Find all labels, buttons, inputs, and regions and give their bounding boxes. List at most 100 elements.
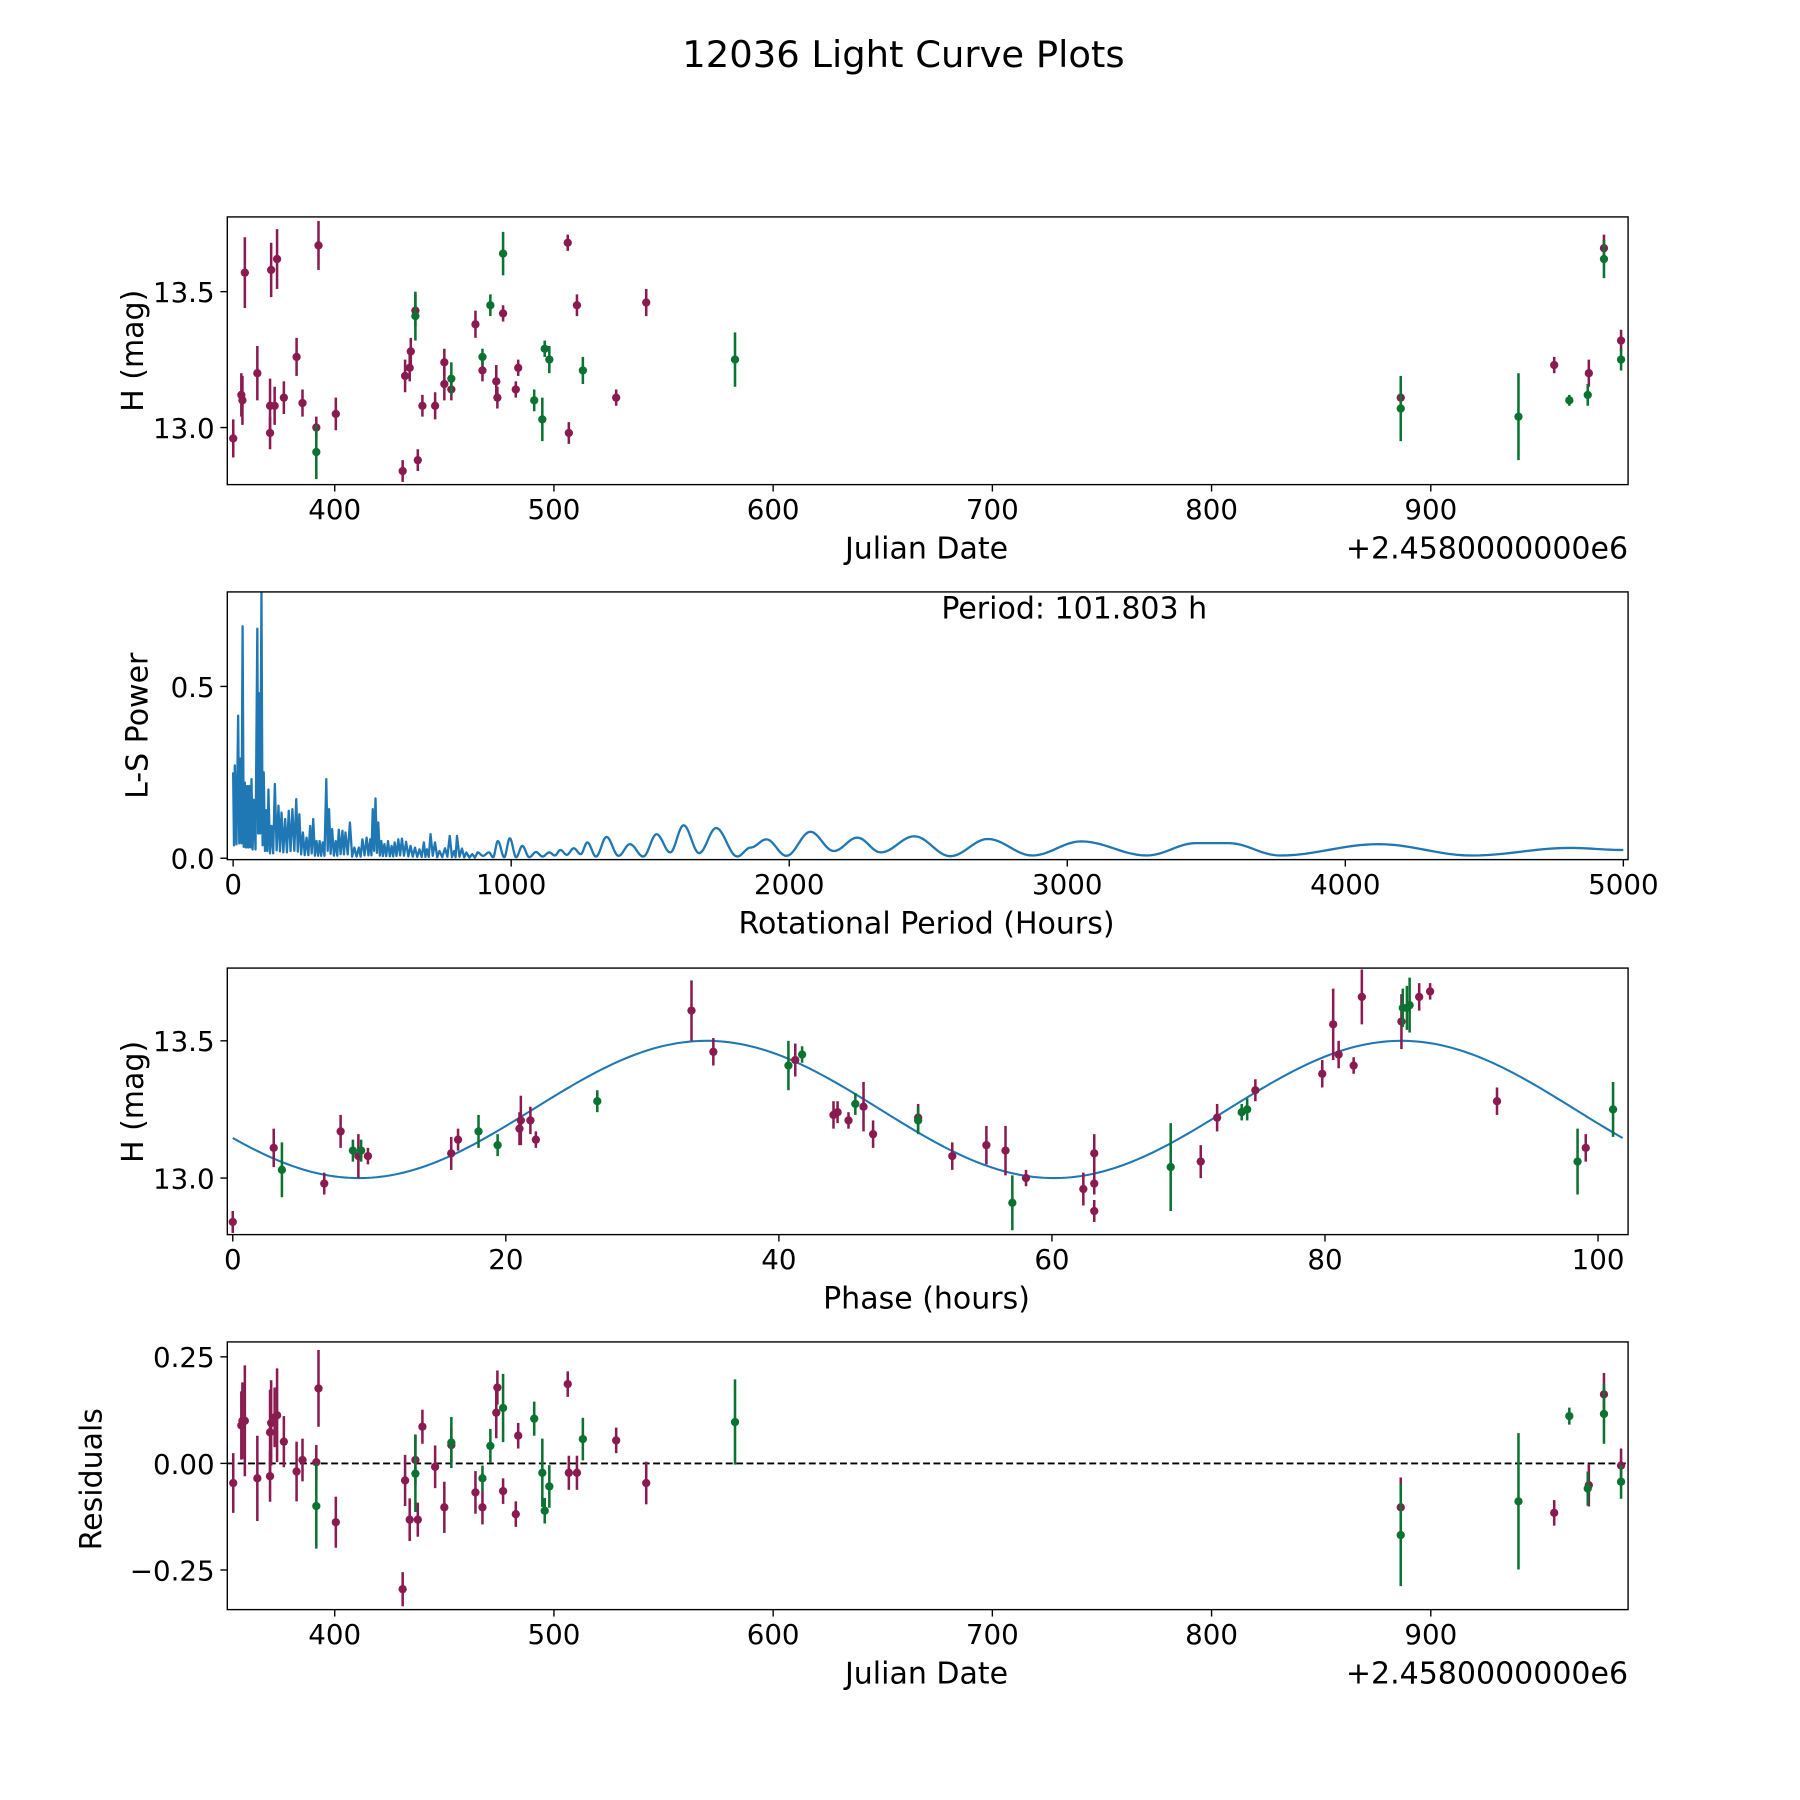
data-point	[1396, 1530, 1405, 1540]
data-point	[868, 1129, 878, 1139]
data-point	[363, 1151, 373, 1161]
data-point	[1405, 1000, 1414, 1010]
data-series-green	[312, 231, 1626, 480]
data-point	[1243, 1105, 1252, 1114]
data-point	[563, 1379, 572, 1389]
data-point	[312, 447, 321, 457]
data-point	[791, 1055, 800, 1065]
data-point	[279, 393, 289, 402]
panel2-xlabel: Rotational Period (Hours)	[738, 906, 1114, 941]
y-tick-label: 13.0	[153, 1162, 215, 1195]
data-point	[418, 401, 427, 410]
figure-title: 12036 Light Curve Plots	[682, 33, 1124, 76]
axes-frame	[226, 1341, 1629, 1611]
data-point	[269, 1143, 278, 1153]
data-point	[545, 1482, 554, 1491]
data-point	[356, 1146, 366, 1155]
lomb-scargle-periodogram-line	[231, 591, 1624, 859]
data-point	[292, 352, 301, 362]
data-point	[1514, 412, 1523, 421]
data-point	[298, 398, 307, 408]
data-point	[498, 1403, 508, 1413]
data-point	[253, 369, 262, 378]
data-point	[320, 1179, 329, 1188]
sinusoid-fit-curve	[232, 1039, 1624, 1180]
data-point	[642, 1478, 651, 1488]
panel1-xlabel: Julian Date	[843, 531, 1008, 566]
data-point	[413, 456, 422, 465]
data-point	[1573, 1157, 1582, 1166]
data-point	[1550, 1508, 1559, 1518]
data-point	[1599, 254, 1609, 264]
data-point	[418, 1422, 427, 1431]
data-point	[1090, 1206, 1099, 1216]
data-point	[1584, 369, 1593, 378]
x-tick-label: 100	[1572, 1243, 1625, 1276]
data-point	[486, 1441, 495, 1451]
data-point	[1251, 1086, 1260, 1095]
y-tick-label: 13.5	[153, 1025, 215, 1058]
data-point	[578, 366, 588, 375]
data-point	[440, 358, 449, 367]
data-point	[411, 311, 420, 321]
data-point	[474, 1127, 483, 1136]
x-tick-label: 3000	[1032, 868, 1102, 901]
panel3-xlabel: Phase (hours)	[823, 1281, 1030, 1316]
axes-frame	[226, 967, 1629, 1236]
x-tick-label: 500	[528, 1618, 581, 1651]
data-point	[478, 1503, 487, 1512]
data-point	[492, 377, 501, 386]
panel-4: 400 500 600 700 800 900 0.25 0.00 −0.25	[130, 1341, 1629, 1651]
data-point	[266, 265, 276, 275]
data-point	[1550, 360, 1559, 370]
data-point	[564, 428, 573, 438]
data-point	[336, 1127, 345, 1136]
data-point	[948, 1151, 957, 1161]
data-point	[1581, 1143, 1590, 1153]
y-tick-label: −0.25	[130, 1554, 215, 1587]
data-point	[1090, 1149, 1099, 1158]
y-tick-label: 13.0	[153, 412, 215, 445]
data-series-green	[312, 1373, 1626, 1587]
data-point	[272, 254, 282, 264]
data-point	[913, 1116, 923, 1125]
x-tick-label: 0	[224, 1243, 242, 1276]
y-tick-label: 0.0	[171, 843, 215, 876]
panel4-ylabel: Residuals	[75, 1408, 110, 1550]
data-point	[265, 1472, 275, 1481]
data-point	[493, 1383, 502, 1392]
axes-frame	[226, 591, 1629, 861]
data-point	[1616, 1477, 1626, 1486]
x-tick-label: 60	[1034, 1243, 1069, 1276]
data-point	[447, 374, 456, 383]
data-point	[1212, 1113, 1222, 1122]
data-point	[531, 1135, 541, 1144]
x-tick-label: 900	[1404, 1618, 1457, 1651]
data-point	[709, 1047, 718, 1056]
data-point	[398, 466, 407, 476]
data-point	[348, 1146, 358, 1155]
data-point	[228, 1217, 237, 1227]
data-point	[1415, 992, 1424, 1002]
data-point	[314, 241, 323, 250]
y-tick-label: 0.25	[153, 1341, 215, 1374]
data-point	[312, 1501, 321, 1511]
data-point	[730, 355, 740, 364]
data-point	[238, 396, 247, 405]
data-point	[511, 1509, 520, 1519]
data-point	[405, 1515, 414, 1524]
panel-data	[231, 591, 1624, 859]
x-tick-label: 700	[966, 1618, 1019, 1651]
data-point	[1001, 1146, 1010, 1155]
data-point	[413, 1515, 422, 1524]
data-point	[292, 1467, 301, 1476]
data-point	[1616, 336, 1626, 345]
x-tick-label: 40	[761, 1243, 796, 1276]
data-point	[298, 1455, 307, 1465]
data-point	[797, 1050, 807, 1059]
data-point	[406, 347, 415, 356]
data-point	[471, 320, 480, 329]
data-point	[851, 1099, 860, 1109]
data-point	[498, 1486, 508, 1496]
